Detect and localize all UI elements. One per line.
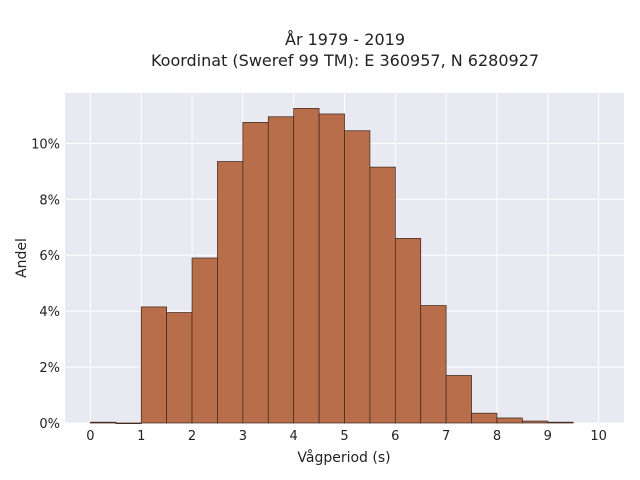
y-tick-label: 2% xyxy=(39,361,60,376)
histogram-bar xyxy=(369,166,396,424)
histogram-bar xyxy=(344,130,371,424)
y-tick-label: 10% xyxy=(31,137,60,152)
x-tick-label: 4 xyxy=(290,429,298,444)
y-tick-label: 0% xyxy=(39,417,60,432)
histogram-bar xyxy=(140,306,167,424)
histogram-bar xyxy=(471,412,498,424)
histogram-bar xyxy=(217,161,244,424)
histogram-bar xyxy=(445,375,472,424)
x-tick-label: 5 xyxy=(340,429,348,444)
histogram-bar xyxy=(191,257,218,424)
x-tick-label: 9 xyxy=(544,429,552,444)
x-tick-label: 3 xyxy=(239,429,247,444)
x-tick-label: 1 xyxy=(137,429,145,444)
histogram-bar xyxy=(115,422,142,424)
histogram-bar xyxy=(242,122,269,424)
y-tick-label: 6% xyxy=(39,249,60,264)
x-axis-label: Vågperiod (s) xyxy=(297,449,390,466)
x-tick-label: 2 xyxy=(188,429,196,444)
histogram-bar xyxy=(547,421,574,424)
x-tick-label: 7 xyxy=(442,429,450,444)
histogram-bar xyxy=(166,312,193,424)
x-axis-ticks: 0 1 2 3 4 5 6 7 8 9 10 xyxy=(86,429,607,444)
histogram-bar xyxy=(420,305,447,424)
histogram-bar xyxy=(318,113,345,424)
x-tick-label: 6 xyxy=(391,429,399,444)
y-tick-label: 8% xyxy=(39,193,60,208)
y-tick-label: 4% xyxy=(39,305,60,320)
histogram-bar xyxy=(267,116,295,424)
chart-subtitle: Koordinat (Sweref 99 TM): E 360957, N 62… xyxy=(151,51,539,70)
bars xyxy=(90,108,574,424)
histogram-bar xyxy=(522,420,549,424)
histogram-bar xyxy=(90,421,117,424)
histogram-bar xyxy=(394,238,422,424)
y-axis-ticks: 0% 2% 4% 6% 8% 10% xyxy=(31,137,60,432)
chart-title: År 1979 - 2019 xyxy=(285,30,405,49)
y-axis-label: Andel xyxy=(14,238,30,278)
x-tick-label: 0 xyxy=(86,429,94,444)
x-tick-label: 8 xyxy=(493,429,501,444)
histogram-bar xyxy=(293,108,320,424)
histogram-bar xyxy=(496,417,523,424)
x-tick-label: 10 xyxy=(590,429,607,444)
